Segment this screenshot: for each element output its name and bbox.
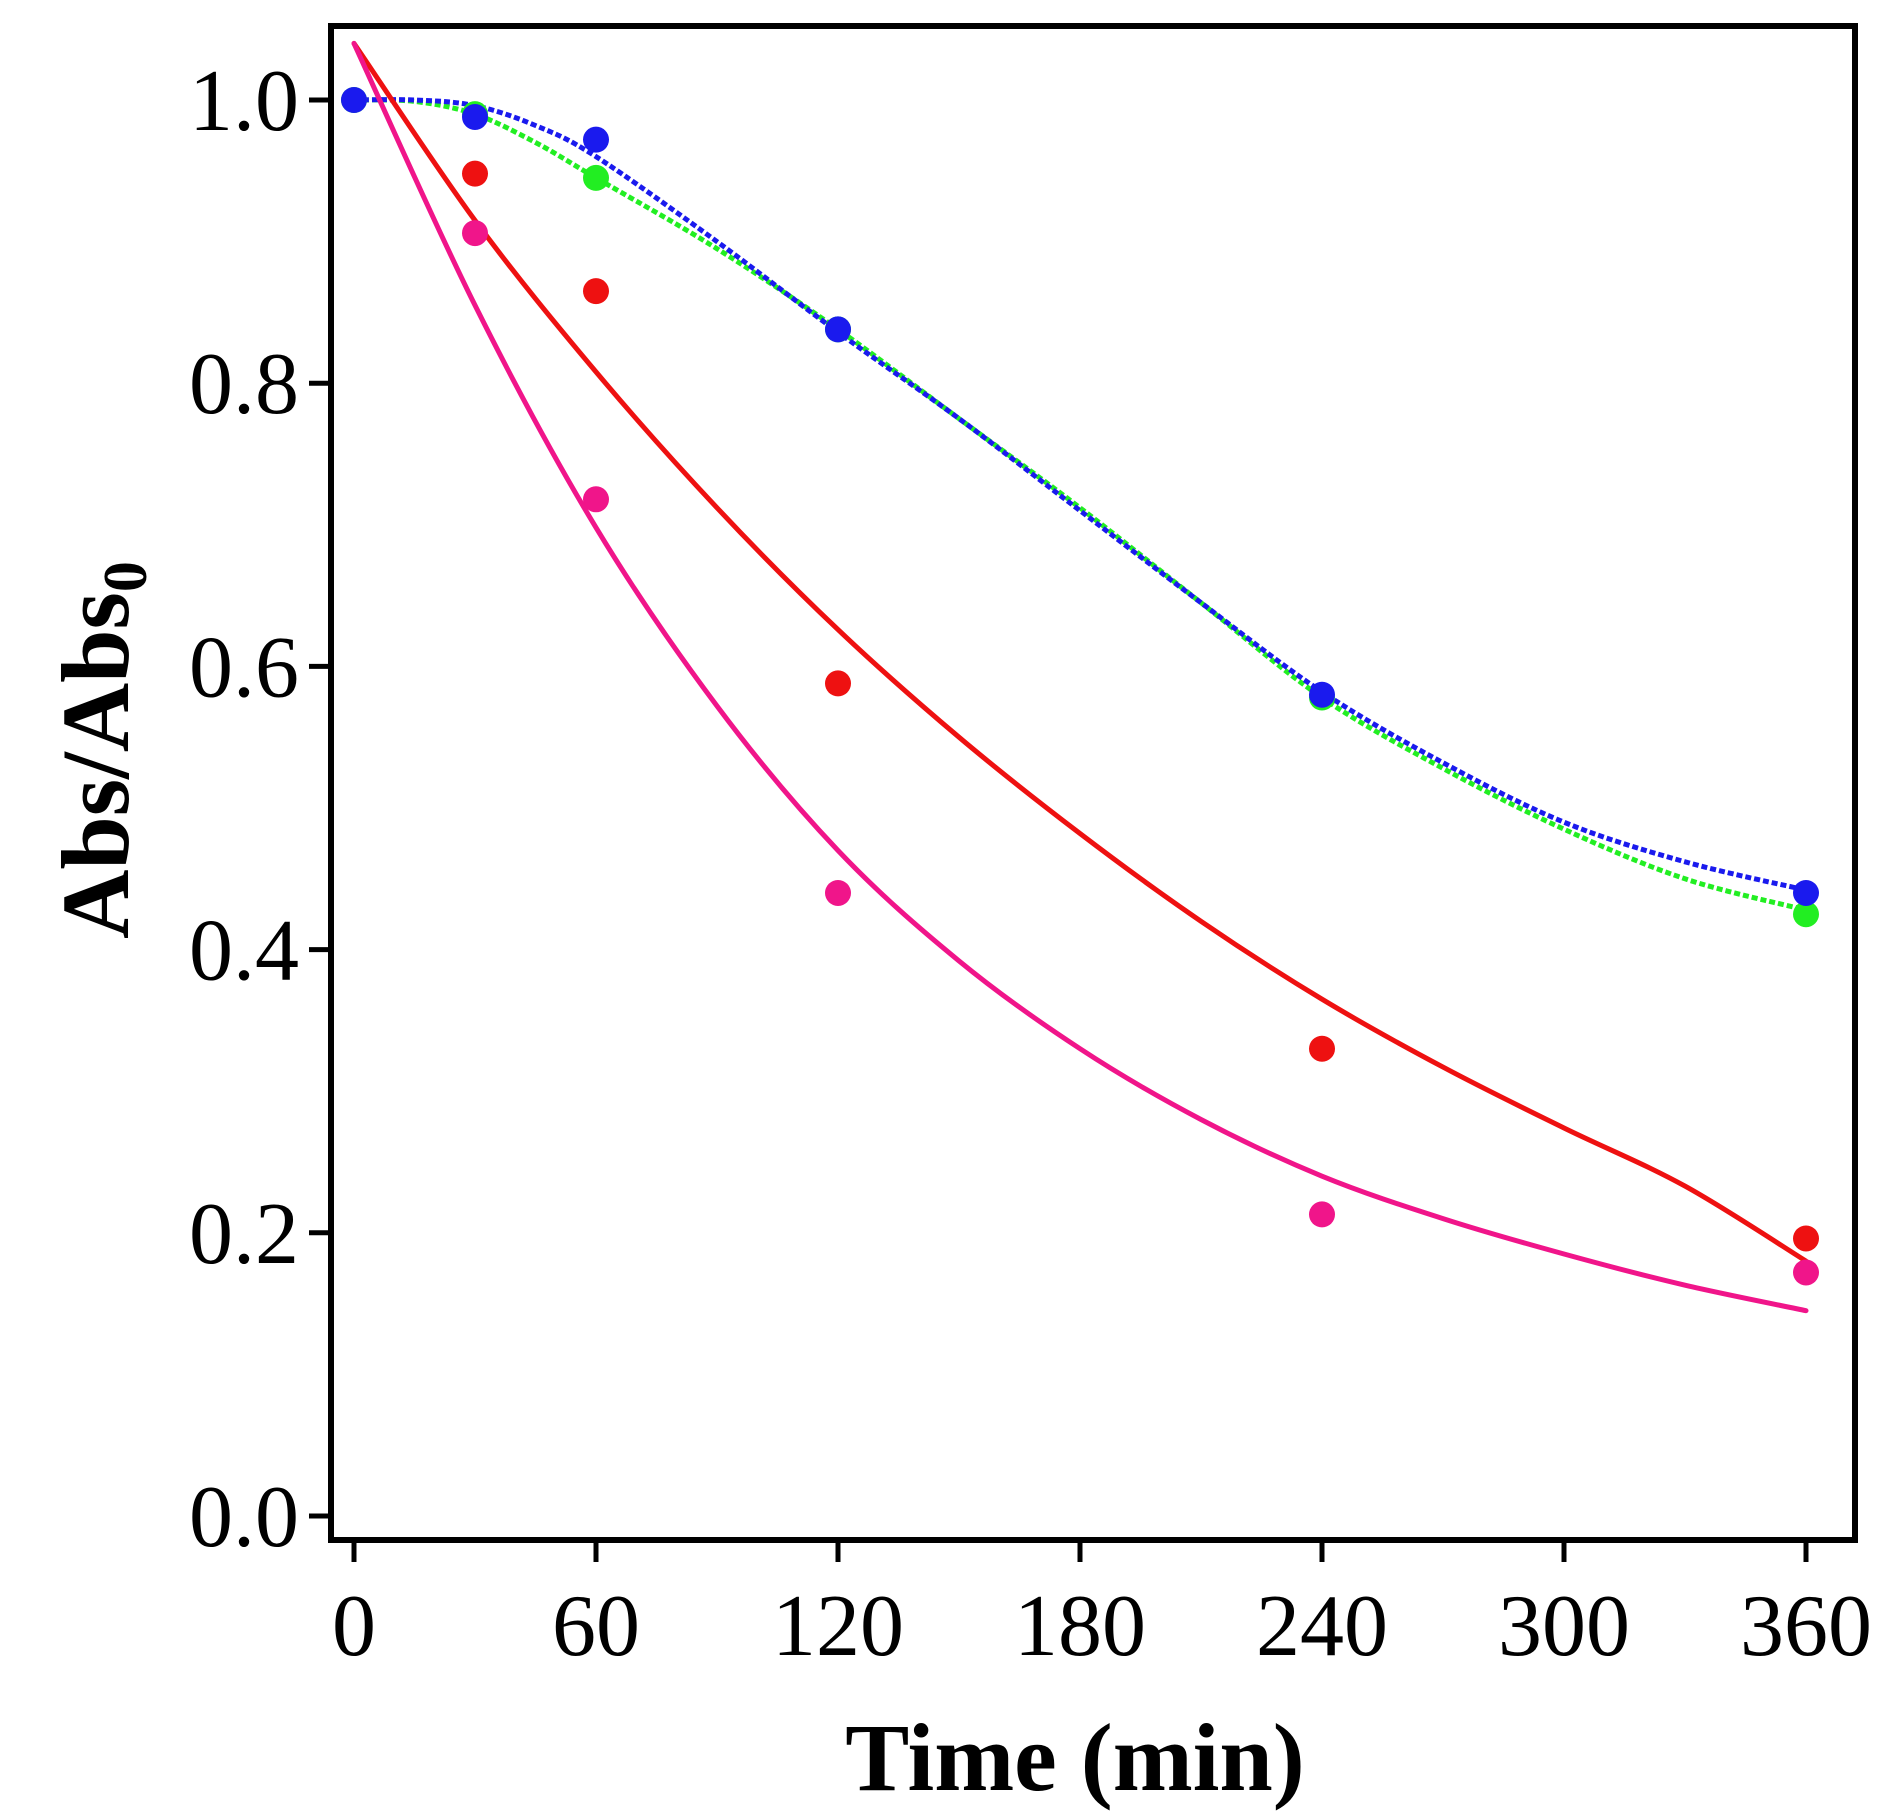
x-tick-label: 180 xyxy=(1014,1578,1146,1675)
y-tick-label: 0.4 xyxy=(189,903,299,1000)
pink-data-point xyxy=(583,486,609,513)
x-axis: 0 60 120 180 240 300 360 xyxy=(332,1540,1872,1675)
x-tick-label: 60 xyxy=(552,1578,640,1675)
x-tick-label: 300 xyxy=(1498,1578,1630,1675)
y-tick-label: 0.0 xyxy=(189,1469,299,1566)
blue-data-point xyxy=(341,87,367,113)
x-axis-title: Time (min) xyxy=(845,1704,1305,1811)
fit-curves xyxy=(351,40,1809,1314)
green-data-point xyxy=(583,164,609,191)
pink-data-point xyxy=(1793,1259,1819,1286)
blue-data-point xyxy=(1793,879,1819,906)
plot-frame xyxy=(328,23,1858,1543)
y-tick-label: 0.8 xyxy=(189,336,299,433)
y-axis: 0.0 0.2 0.4 0.6 0.8 1.0 xyxy=(189,53,331,1566)
blue-data-point xyxy=(583,126,609,153)
x-tick-label: 240 xyxy=(1256,1578,1388,1675)
y-axis-title-main: Abs/Abs xyxy=(42,592,149,939)
x-tick-label: 0 xyxy=(332,1578,376,1675)
x-tick-label: 360 xyxy=(1740,1578,1872,1675)
blue-data-point xyxy=(462,103,488,130)
pink-fit-line xyxy=(351,40,1809,1314)
data-points xyxy=(341,87,1819,1286)
y-axis-title: Abs/Abs0 xyxy=(42,561,160,939)
red-fit-line xyxy=(351,40,1809,1264)
blue-data-point xyxy=(1309,681,1335,708)
blue-fit-line xyxy=(353,97,1807,893)
red-data-point xyxy=(1793,1225,1819,1252)
y-tick-label: 1.0 xyxy=(189,53,299,150)
y-axis-title-subscript: 0 xyxy=(92,561,160,592)
x-tick-label: 120 xyxy=(772,1578,904,1675)
pink-data-point xyxy=(825,879,851,906)
pink-data-point xyxy=(1309,1201,1335,1228)
y-tick-label: 0.2 xyxy=(189,1186,299,1283)
red-data-point xyxy=(462,160,488,187)
blue-data-point xyxy=(825,316,851,343)
green-fit-line xyxy=(353,97,1807,913)
red-data-point xyxy=(825,670,851,697)
green-data-point xyxy=(1793,901,1819,928)
red-data-point xyxy=(583,278,609,305)
pink-data-point xyxy=(462,220,488,247)
y-tick-label: 0.6 xyxy=(189,619,299,716)
red-data-point xyxy=(1309,1035,1335,1062)
